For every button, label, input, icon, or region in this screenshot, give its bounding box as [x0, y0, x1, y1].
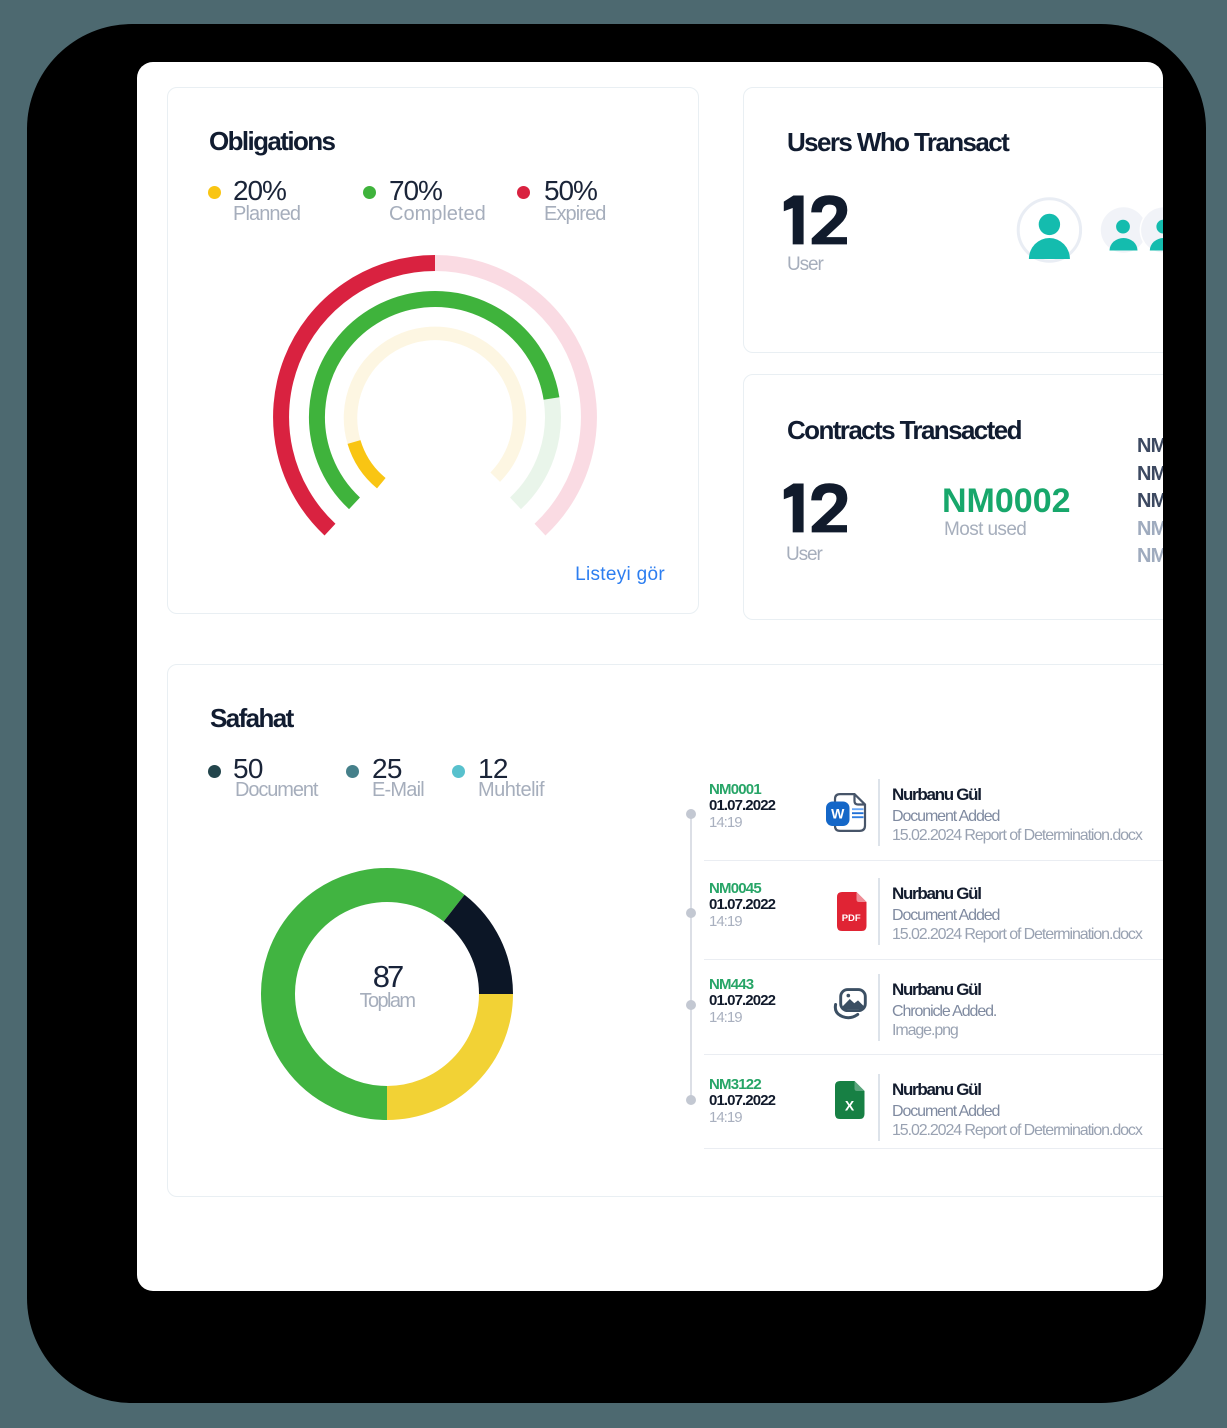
svg-text:X: X: [845, 1098, 855, 1114]
svg-text:W: W: [831, 806, 845, 822]
svg-text:PDF: PDF: [842, 913, 861, 924]
